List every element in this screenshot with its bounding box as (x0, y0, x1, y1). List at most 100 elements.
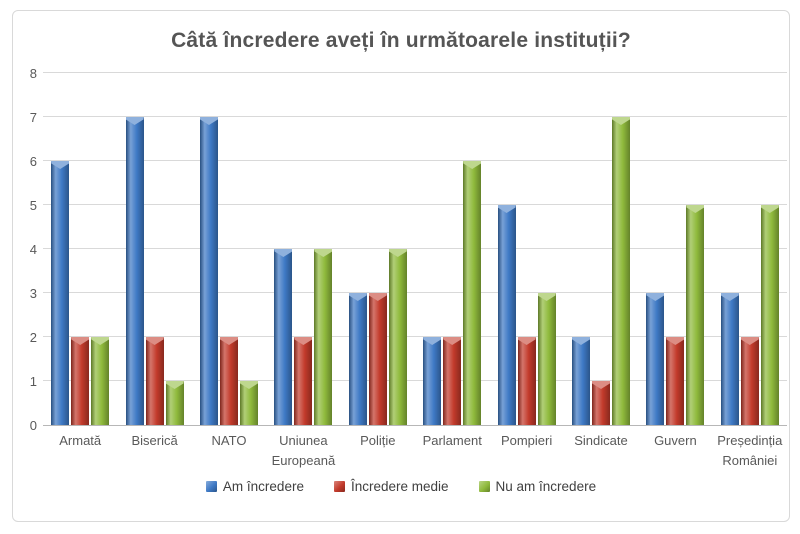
legend-marker (205, 481, 217, 492)
bar-top-cap (165, 381, 184, 389)
x-axis-label: NATO (211, 433, 247, 448)
bar-group (341, 73, 415, 425)
bar-group (713, 73, 787, 425)
bar (314, 249, 333, 425)
bar-top-cap (686, 205, 705, 213)
bar (239, 381, 258, 425)
bar (686, 205, 705, 425)
bar-top-cap (91, 337, 110, 345)
bar-top-cap (720, 293, 739, 301)
bar (591, 381, 610, 425)
bar-top-cap (51, 161, 70, 169)
bar (294, 337, 313, 425)
bar (463, 161, 482, 425)
legend-label: Am încredere (222, 479, 304, 494)
bar (517, 337, 536, 425)
bar (497, 205, 516, 425)
legend-marker (478, 481, 490, 492)
bar-top-cap (71, 337, 90, 345)
bar-top-cap (537, 293, 556, 301)
bar-top-cap (463, 161, 482, 169)
bar (740, 337, 759, 425)
bar-top-cap (443, 337, 462, 345)
plot-area (43, 72, 787, 426)
legend-label: Încredere medie (350, 479, 449, 494)
x-axis-line (43, 425, 787, 426)
legend-label: Nu am încredere (495, 479, 597, 494)
bar-top-cap (760, 205, 779, 213)
x-axis-label: Guvern (654, 433, 697, 448)
legend-item: Încredere medie (333, 479, 449, 494)
x-axis-label: Parlament (422, 433, 482, 448)
bar-group (564, 73, 638, 425)
bar-top-cap (239, 381, 258, 389)
bar-top-cap (423, 337, 442, 345)
bar (165, 381, 184, 425)
bar-top-cap (646, 293, 665, 301)
bar (51, 161, 70, 425)
gridline (43, 380, 787, 381)
bar (348, 293, 367, 425)
x-axis-label: Președinția României (717, 433, 783, 468)
bar (388, 249, 407, 425)
chart-title: Câtă încredere aveți în următoarele inst… (171, 29, 631, 52)
bar-top-cap (611, 117, 630, 125)
bar-top-cap (571, 337, 590, 345)
bar-top-cap (497, 205, 516, 213)
bar (666, 337, 685, 425)
bar-top-cap (591, 381, 610, 389)
bar (537, 293, 556, 425)
bar-top-cap (199, 117, 218, 125)
y-axis-tick: 2 (29, 330, 37, 345)
bar-top-cap (388, 249, 407, 257)
bar-group (192, 73, 266, 425)
gridline (43, 116, 787, 117)
bar (91, 337, 110, 425)
bar-top-cap (125, 117, 144, 125)
bar-top-cap (368, 293, 387, 301)
y-axis-tick: 8 (29, 66, 37, 81)
legend-marker (333, 481, 345, 492)
y-axis-tick: 7 (29, 110, 37, 125)
x-axis-label: Biserică (131, 433, 178, 448)
gridline (43, 248, 787, 249)
bar-top-cap (517, 337, 536, 345)
x-axis-label: Pompieri (500, 433, 553, 448)
bar-top-cap (219, 337, 238, 345)
x-axis-label: Uniunea Europeană (271, 433, 336, 468)
y-axis-tick: 1 (29, 374, 37, 389)
gridline (43, 292, 787, 293)
bar-top-cap (348, 293, 367, 301)
y-axis-tick: 5 (29, 198, 37, 213)
bar (145, 337, 164, 425)
bar-top-cap (274, 249, 293, 257)
bar (720, 293, 739, 425)
y-axis-tick: 4 (29, 242, 37, 257)
bar-top-cap (145, 337, 164, 345)
bar-group (43, 73, 117, 425)
bar-top-cap (666, 337, 685, 345)
bar (571, 337, 590, 425)
y-axis-tick: 6 (29, 154, 37, 169)
x-axis-label: Armată (59, 433, 102, 448)
bar-top-cap (314, 249, 333, 257)
y-axis-tick: 0 (29, 418, 37, 433)
bar (368, 293, 387, 425)
bar (71, 337, 90, 425)
y-axis-tick: 3 (29, 286, 37, 301)
x-axis-label: Poliție (360, 433, 396, 448)
gridline (43, 72, 787, 73)
gridline (43, 336, 787, 337)
legend: Am încredere Încredere medie Nu am încrede… (13, 479, 789, 494)
bar-group (415, 73, 489, 425)
bar (443, 337, 462, 425)
chart-frame: Câtă încredere aveți în următoarele inst… (12, 10, 790, 522)
bar (423, 337, 442, 425)
bar-group (266, 73, 340, 425)
legend-item: Am încredere (205, 479, 304, 494)
bar (611, 117, 630, 425)
bar-top-cap (294, 337, 313, 345)
bar (646, 293, 665, 425)
bar (199, 117, 218, 425)
